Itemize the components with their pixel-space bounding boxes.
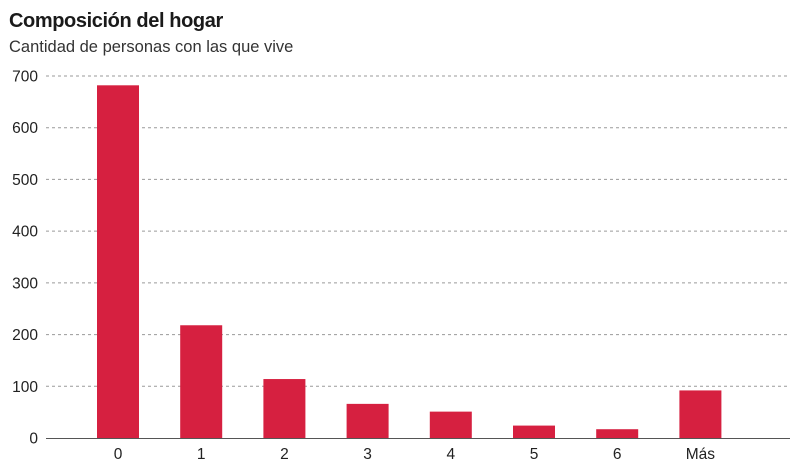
bar: [263, 379, 306, 438]
bar: [346, 403, 389, 438]
y-tick-label: 500: [12, 172, 38, 189]
y-tick-label: 0: [29, 431, 38, 448]
x-tick-label: 0: [114, 446, 123, 463]
x-tick-label: 5: [530, 446, 539, 463]
x-tick-label: 4: [446, 446, 455, 463]
bar: [180, 325, 223, 438]
y-axis-ticks: 0 100 200 300 400 500 600 700: [12, 69, 38, 448]
y-tick-label: 300: [12, 275, 38, 292]
x-tick-label: 3: [363, 446, 372, 463]
x-tick-label: Más: [686, 446, 716, 463]
x-tick-label: 2: [280, 446, 289, 463]
y-tick-label: 400: [12, 224, 38, 241]
gridlines: [46, 75, 790, 387]
bar: [97, 85, 139, 439]
bar: [429, 411, 472, 438]
x-tick-label: 6: [613, 446, 622, 463]
bars: [97, 85, 722, 439]
y-tick-label: 200: [12, 327, 38, 344]
y-tick-label: 100: [12, 379, 38, 396]
bar: [513, 425, 555, 438]
chart-title: Composición del hogar: [9, 10, 223, 32]
y-tick-label: 600: [12, 120, 38, 137]
x-axis-ticks: 0 1 2 3 4 5 6 Más: [114, 446, 716, 463]
y-tick-label: 700: [12, 69, 38, 86]
bar: [679, 390, 722, 438]
x-tick-label: 1: [197, 446, 206, 463]
bar: [596, 429, 639, 438]
chart-subtitle: Cantidad de personas con las que vive: [9, 38, 294, 56]
